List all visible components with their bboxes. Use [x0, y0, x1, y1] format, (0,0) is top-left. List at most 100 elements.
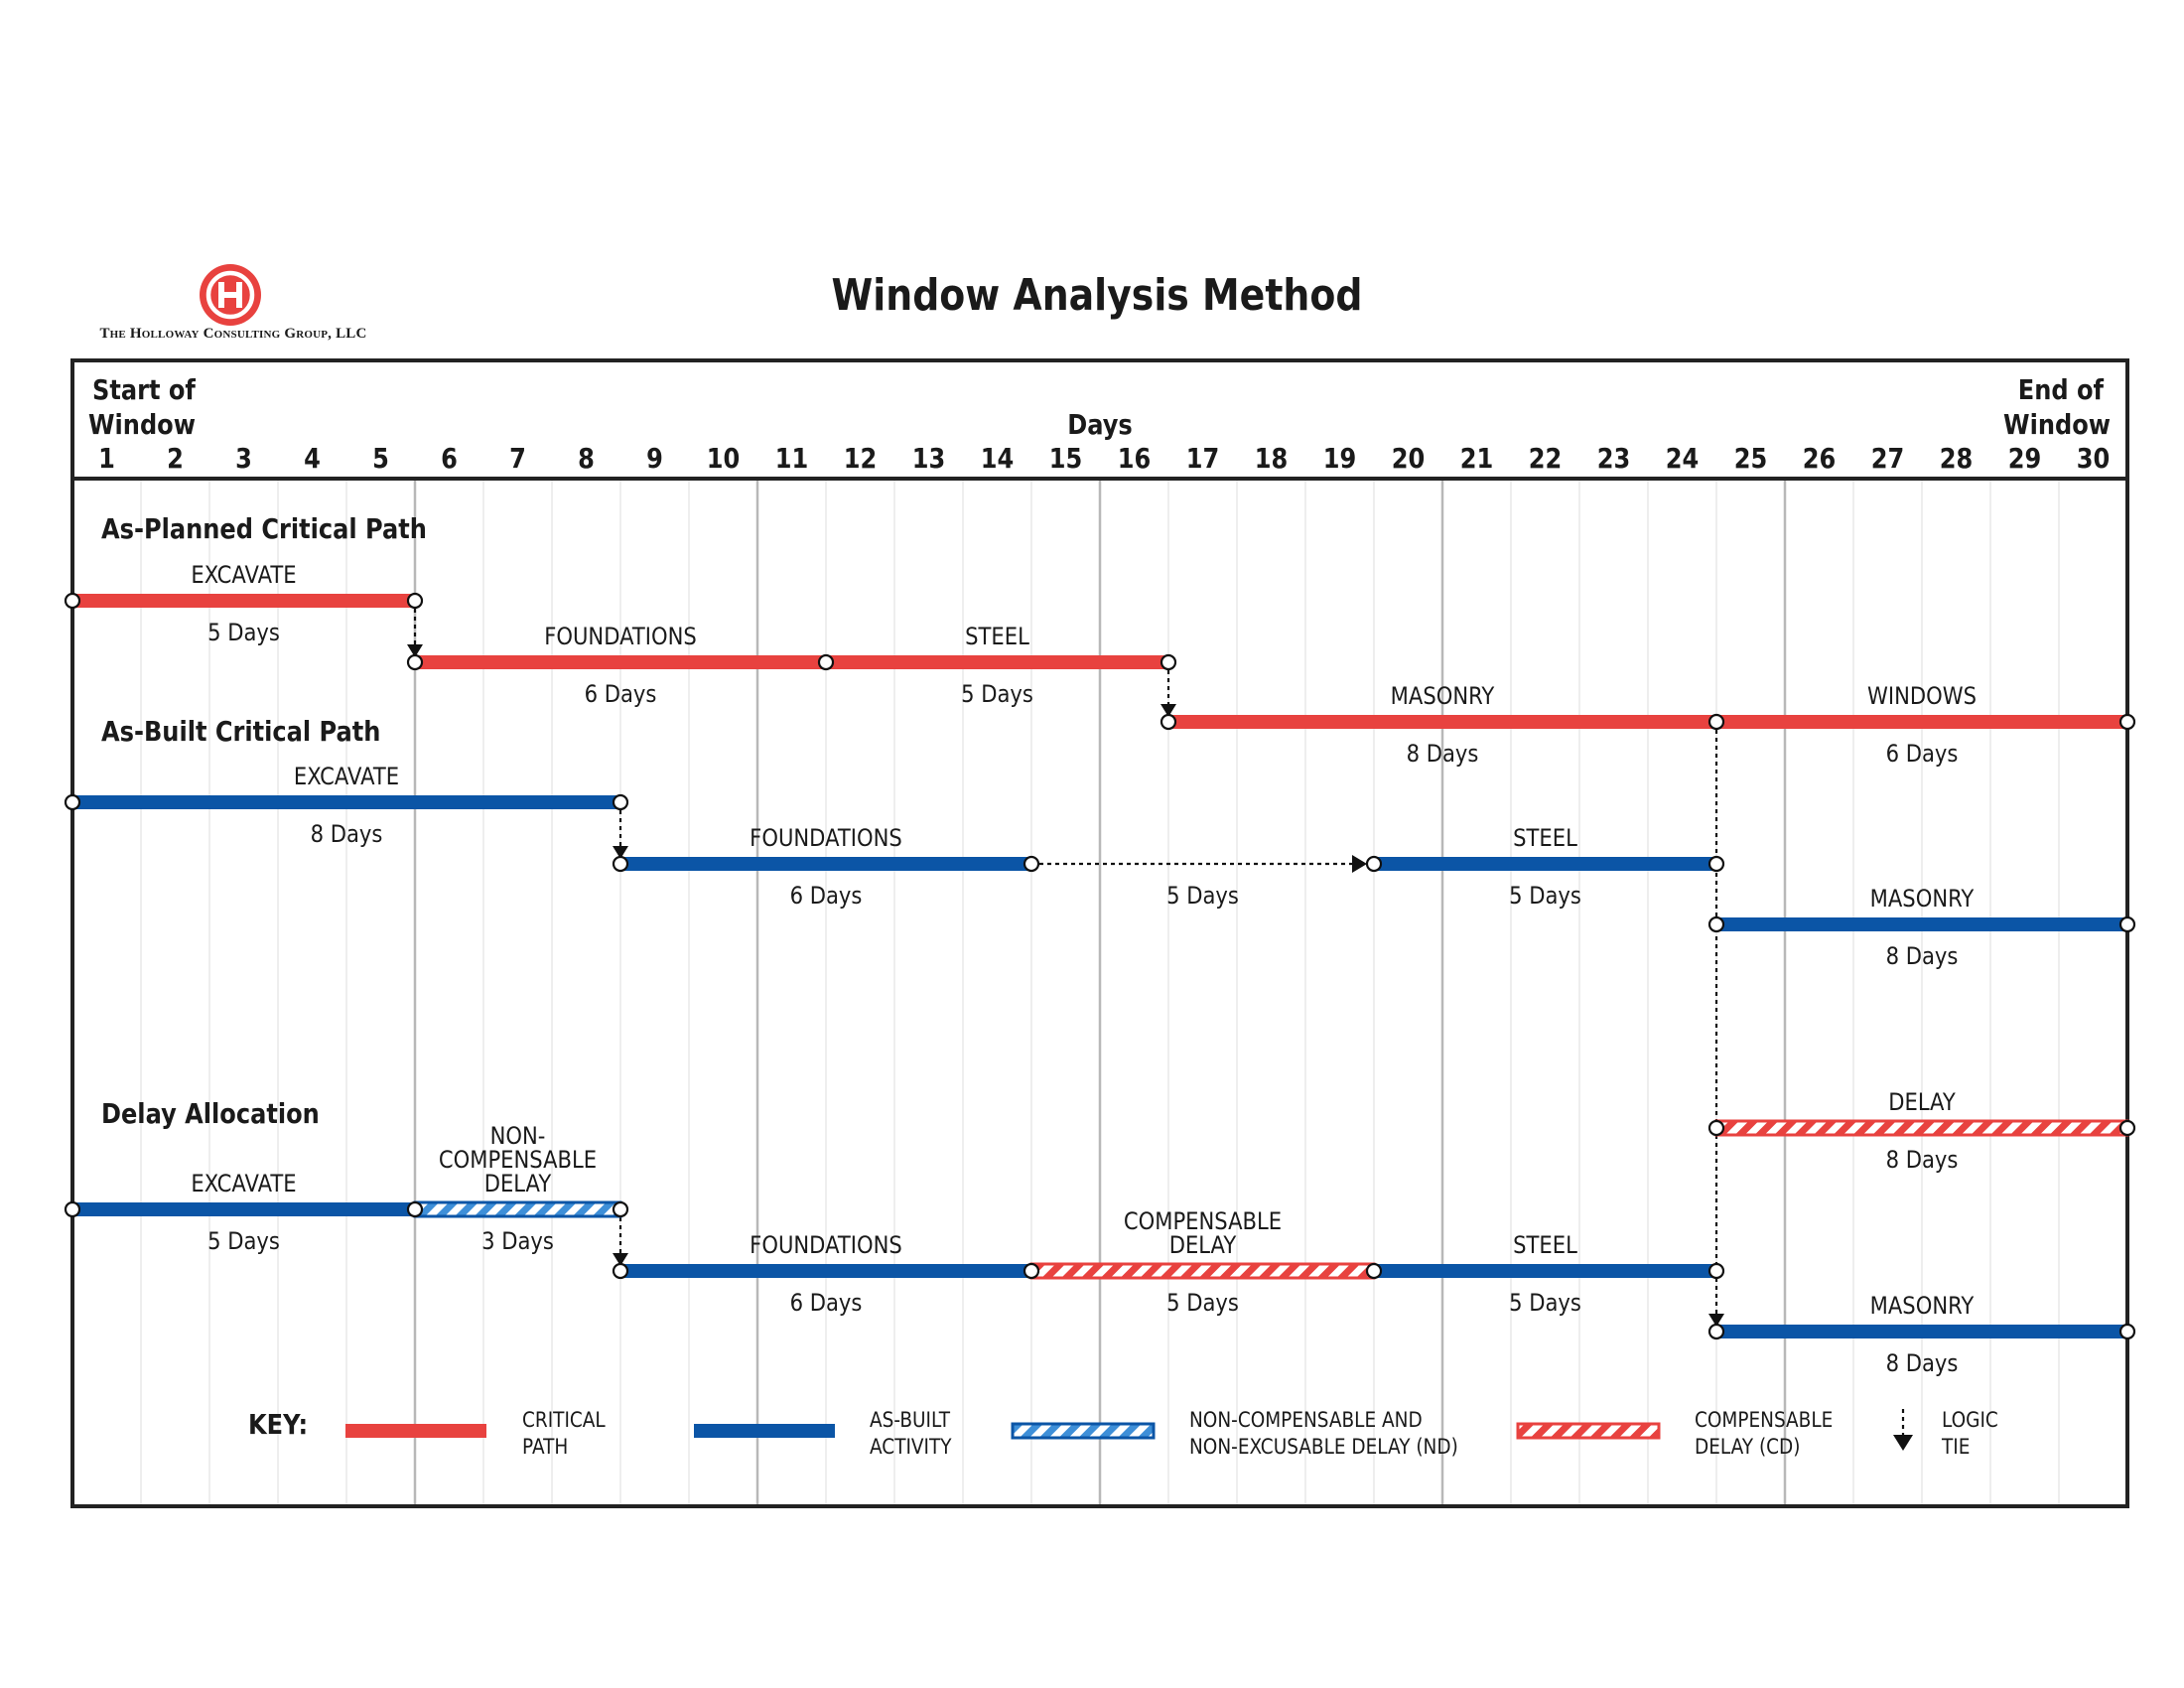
asbuilt-activity-bar: [1374, 1264, 1716, 1278]
section-title-planned: As-Planned Critical Path: [101, 513, 427, 545]
activity-node: [2118, 1119, 2136, 1137]
asbuilt-activity-bar: [1716, 917, 2127, 931]
asbuilt-activity-bar: [1374, 857, 1716, 871]
asbuilt-activity-bar: [620, 1264, 1031, 1278]
day-tick-label: 16: [1118, 443, 1152, 475]
activity-name-label: NON-: [490, 1123, 546, 1151]
day-tick-label: 19: [1323, 443, 1357, 475]
key-swatch-critical: [345, 1424, 486, 1438]
days-axis-label: Days: [1067, 409, 1133, 441]
activity-duration-label: 8 Days: [1886, 943, 1959, 971]
cd-delay-bar: [1714, 1119, 2129, 1137]
day-tick-label: 14: [981, 443, 1015, 475]
activity-duration-label: 3 Days: [481, 1228, 554, 1256]
activity-node: [1365, 855, 1383, 873]
day-tick-label: 13: [912, 443, 946, 475]
activity-duration-label: 5 Days: [1509, 1290, 1581, 1318]
day-tick-label: 30: [2077, 443, 2111, 475]
day-tick-label: 9: [646, 443, 663, 475]
day-tick-label: 12: [844, 443, 878, 475]
day-tick-label: 3: [235, 443, 252, 475]
asbuilt-activity-bar: [72, 1202, 415, 1216]
day-tick-label: 6: [441, 443, 458, 475]
activity-name-label: DELAY: [1169, 1232, 1237, 1260]
activity-duration-label: 5 Days: [1166, 1290, 1239, 1318]
day-tick-label: 29: [2008, 443, 2042, 475]
key-item-label: NON-COMPENSABLE AND: [1189, 1408, 1423, 1432]
key-item-label: AS-BUILT: [870, 1408, 951, 1432]
activity-name-label: STEEL: [1513, 1232, 1577, 1260]
activity-node: [2118, 713, 2136, 731]
activity-duration-label: 8 Days: [1886, 1350, 1959, 1378]
activity-name-label: COMPENSABLE: [1124, 1208, 1282, 1236]
day-tick-label: 1: [98, 443, 115, 475]
activity-node: [1707, 1323, 1725, 1340]
company-name: The Holloway Consulting Group, LLC: [99, 326, 367, 342]
asbuilt-activity-bar: [1716, 1325, 2127, 1338]
key-item-label: TIE: [1941, 1435, 1970, 1459]
activity-name-label: COMPENSABLE: [439, 1147, 597, 1175]
logic-tie-arrow-icon: [1708, 1314, 1724, 1327]
activity-node: [1160, 653, 1177, 671]
key-item-label: DELAY (CD): [1695, 1435, 1800, 1459]
day-tick-label: 26: [1803, 443, 1837, 475]
critical-activity-bar: [826, 655, 1168, 669]
day-tick-label: 17: [1186, 443, 1220, 475]
nd-delay-bar: [413, 1200, 622, 1218]
day-tick-label: 4: [304, 443, 321, 475]
asbuilt-activity-bar: [620, 857, 1031, 871]
logic-tie-arrow-icon: [613, 846, 628, 859]
day-tick-label: 22: [1529, 443, 1563, 475]
activity-name-label: MASONRY: [1391, 683, 1495, 711]
activity-node: [612, 1262, 629, 1280]
day-tick-label: 15: [1049, 443, 1083, 475]
day-tick-label: 28: [1940, 443, 1974, 475]
diagram-frame: [70, 358, 2129, 1508]
day-tick-label: 24: [1666, 443, 1700, 475]
key-item-label: ACTIVITY: [870, 1435, 952, 1459]
day-tick-label: 21: [1460, 443, 1494, 475]
logic-tie-arrow-icon: [613, 1253, 628, 1266]
cd-delay-bar: [1029, 1262, 1376, 1280]
day-tick-label: 2: [167, 443, 184, 475]
start-of-window-label: Start of: [92, 374, 196, 406]
activity-name-label: EXCAVATE: [191, 1171, 296, 1198]
activity-node: [612, 1200, 629, 1218]
activity-node: [1707, 915, 1725, 933]
activity-node: [612, 793, 629, 811]
section-title-delay: Delay Allocation: [101, 1098, 320, 1130]
critical-activity-bar: [1716, 715, 2127, 729]
activity-node: [1707, 1119, 1725, 1137]
activity-node: [817, 653, 835, 671]
day-tick-label: 10: [707, 443, 741, 475]
activity-name-label: EXCAVATE: [294, 764, 399, 791]
day-tick-label: 8: [578, 443, 595, 475]
page-title: Window Analysis Method: [831, 270, 1363, 321]
section-title-built: As-Built Critical Path: [101, 716, 380, 748]
activity-name-label: DELAY: [484, 1171, 552, 1198]
activity-node: [1023, 855, 1040, 873]
activity-duration-label: 5 Days: [1509, 883, 1581, 911]
activity-node: [406, 1200, 424, 1218]
key-item-label: LOGIC: [1942, 1408, 1998, 1432]
activity-node: [1707, 1262, 1725, 1280]
activity-name-label: STEEL: [1513, 825, 1577, 853]
key-item-label: PATH: [522, 1435, 568, 1459]
activity-node: [2118, 1323, 2136, 1340]
activity-node: [406, 653, 424, 671]
activity-name-label: EXCAVATE: [191, 562, 296, 590]
critical-activity-bar: [1168, 715, 1716, 729]
key-title: KEY:: [248, 1409, 308, 1441]
start-of-window-label: Window: [88, 409, 196, 441]
key-item-label: NON-EXCUSABLE DELAY (ND): [1189, 1435, 1458, 1459]
float-gap-arrow-icon: [1352, 855, 1367, 873]
logic-tie-arrow-icon: [1160, 704, 1176, 717]
activity-node: [64, 592, 81, 610]
activity-duration-label: 6 Days: [790, 883, 863, 911]
holloway-logo-icon: [200, 264, 261, 326]
end-of-window-label: Window: [2003, 409, 2111, 441]
day-tick-label: 18: [1255, 443, 1289, 475]
day-tick-label: 27: [1871, 443, 1905, 475]
activity-duration-label: 5 Days: [207, 620, 280, 647]
activity-duration-label: 8 Days: [311, 821, 383, 849]
